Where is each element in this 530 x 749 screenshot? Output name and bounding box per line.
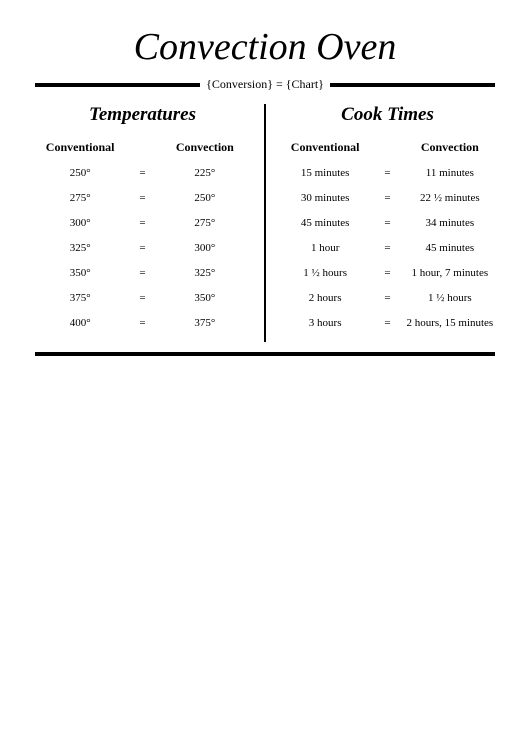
vertical-divider [264, 104, 266, 342]
cell-convection: 275° [160, 217, 250, 229]
temperatures-panel: Temperatures Conventional Convection 250… [35, 104, 265, 342]
rule-left [35, 83, 200, 87]
cell-conventional: 30 minutes [280, 192, 370, 204]
table-row: 300°=275° [35, 217, 250, 229]
cell-conventional: 400° [35, 317, 125, 329]
cell-equals: = [125, 292, 159, 304]
cell-convection: 22 ½ minutes [405, 192, 495, 204]
cell-equals: = [370, 292, 404, 304]
table-row: 400°=375° [35, 317, 250, 329]
table-row: 375°=350° [35, 292, 250, 304]
cell-conventional: 3 hours [280, 317, 370, 329]
cell-convection: 300° [160, 242, 250, 254]
cell-equals: = [125, 167, 159, 179]
temp-header-convection: Convection [160, 140, 250, 155]
cell-conventional: 1 hour [280, 242, 370, 254]
subtitle-text: {Conversion} = {Chart} [200, 77, 330, 92]
rule-right [330, 83, 495, 87]
cooktimes-title: Cook Times [280, 104, 495, 126]
table-row: 1 hour=45 minutes [280, 242, 495, 254]
cell-equals: = [370, 217, 404, 229]
cell-equals: = [370, 242, 404, 254]
table-row: 275°=250° [35, 192, 250, 204]
cooktimes-header-row: Conventional Convection [280, 140, 495, 155]
cell-convection: 2 hours, 15 minutes [405, 317, 495, 329]
table-row: 350°=325° [35, 267, 250, 279]
cell-equals: = [370, 267, 404, 279]
temperatures-header-row: Conventional Convection [35, 140, 250, 155]
cell-convection: 375° [160, 317, 250, 329]
cell-convection: 11 minutes [405, 167, 495, 179]
cell-convection: 250° [160, 192, 250, 204]
table-row: 30 minutes=22 ½ minutes [280, 192, 495, 204]
table-row: 2 hours=1 ½ hours [280, 292, 495, 304]
cell-conventional: 350° [35, 267, 125, 279]
bottom-rule [35, 352, 495, 356]
cell-convection: 45 minutes [405, 242, 495, 254]
page-title: Convection Oven [35, 25, 495, 69]
temp-header-spacer [125, 140, 159, 155]
subtitle-row: {Conversion} = {Chart} [35, 77, 495, 92]
cell-conventional: 325° [35, 242, 125, 254]
cell-equals: = [125, 217, 159, 229]
temp-header-conventional: Conventional [35, 140, 125, 155]
temperatures-rows: 250°=225°275°=250°300°=275°325°=300°350°… [35, 167, 250, 329]
content-area: Temperatures Conventional Convection 250… [35, 104, 495, 342]
cell-equals: = [125, 317, 159, 329]
cell-conventional: 275° [35, 192, 125, 204]
table-row: 325°=300° [35, 242, 250, 254]
cooktimes-panel: Cook Times Conventional Convection 15 mi… [265, 104, 495, 342]
cooktimes-rows: 15 minutes=11 minutes30 minutes=22 ½ min… [280, 167, 495, 329]
table-row: 1 ½ hours=1 hour, 7 minutes [280, 267, 495, 279]
time-header-convection: Convection [405, 140, 495, 155]
cell-convection: 350° [160, 292, 250, 304]
cell-convection: 225° [160, 167, 250, 179]
temperatures-title: Temperatures [35, 104, 250, 126]
cell-convection: 325° [160, 267, 250, 279]
cell-convection: 1 ½ hours [405, 292, 495, 304]
cell-equals: = [370, 192, 404, 204]
cell-convection: 1 hour, 7 minutes [405, 267, 495, 279]
table-row: 45 minutes=34 minutes [280, 217, 495, 229]
cell-conventional: 2 hours [280, 292, 370, 304]
cell-equals: = [125, 242, 159, 254]
table-row: 3 hours=2 hours, 15 minutes [280, 317, 495, 329]
cell-conventional: 250° [35, 167, 125, 179]
cell-equals: = [370, 317, 404, 329]
cell-conventional: 300° [35, 217, 125, 229]
cell-equals: = [370, 167, 404, 179]
cell-conventional: 45 minutes [280, 217, 370, 229]
time-header-conventional: Conventional [280, 140, 370, 155]
cell-equals: = [125, 267, 159, 279]
time-header-spacer [370, 140, 404, 155]
cell-conventional: 15 minutes [280, 167, 370, 179]
cell-conventional: 375° [35, 292, 125, 304]
table-row: 250°=225° [35, 167, 250, 179]
cell-convection: 34 minutes [405, 217, 495, 229]
cell-equals: = [125, 192, 159, 204]
cell-conventional: 1 ½ hours [280, 267, 370, 279]
table-row: 15 minutes=11 minutes [280, 167, 495, 179]
